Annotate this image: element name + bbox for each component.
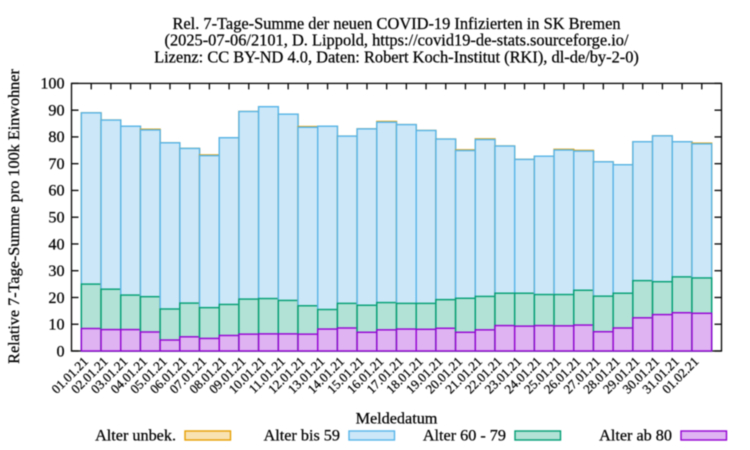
bar-segment-alter-ab-80: [336, 327, 358, 352]
bar-segment-alter-ab-80: [632, 317, 654, 352]
legend-item: Alter unbek.: [95, 426, 232, 445]
y-tick-label: 60: [48, 182, 64, 200]
bar-segment-alter-ab-80: [120, 328, 142, 352]
y-tick-label: 50: [48, 209, 64, 227]
bar-segment-alter-ab-80: [671, 312, 693, 352]
bar-segment-alter-ab-80: [454, 331, 476, 352]
legend-item: Alter bis 59: [263, 426, 396, 445]
bar-segment-alter-ab-80: [651, 313, 673, 352]
bar-segment-alter-ab-80: [159, 339, 181, 352]
bar-segment-alter-ab-80: [80, 327, 102, 352]
y-tick-label: 90: [48, 101, 64, 119]
y-tick-label: 40: [48, 235, 64, 253]
legend-swatch: [184, 430, 232, 441]
legend-swatch: [348, 430, 396, 441]
y-axis-label: Relative 7-Tage-Summe pro 100k Einwohner: [5, 69, 23, 364]
y-tick-label: 100: [40, 75, 64, 93]
bar-segment-alter-ab-80: [474, 329, 496, 352]
bar-segment-alter-ab-80: [395, 328, 417, 352]
chart-title-line-3: Lizenz: CC BY-ND 4.0, Daten: Robert Koch…: [154, 47, 639, 66]
y-tick-label: 0: [57, 342, 65, 360]
x-axis-label: Meldedatum: [356, 410, 438, 428]
bar-segment-alter-ab-80: [533, 324, 555, 352]
bar-segment-alter-ab-80: [553, 325, 575, 352]
bar-segment-alter-ab-80: [592, 331, 614, 352]
legend-label: Alter ab 80: [599, 426, 672, 444]
bar-segment-alter-ab-80: [139, 331, 161, 352]
legend-item: Alter 60 - 79: [423, 426, 562, 445]
legend-label: Alter bis 59: [264, 426, 340, 444]
chart-title-line-2: (2025-07-06/2101, D. Lippold, https://co…: [164, 31, 628, 50]
legend-swatch: [680, 430, 728, 441]
legend-label: Alter unbek.: [95, 426, 176, 444]
bar-segment-alter-ab-80: [376, 329, 398, 352]
y-tick-label: 80: [48, 128, 64, 146]
bar-segment-alter-ab-80: [100, 328, 122, 352]
bar-segment-alter-ab-80: [179, 336, 201, 352]
bar-segment-alter-ab-80: [238, 333, 260, 352]
bar-segment-alter-ab-80: [612, 327, 634, 352]
chart-title-line-1: Rel. 7-Tage-Summe der neuen COVID-19 Inf…: [172, 14, 620, 33]
legend-swatch: [514, 430, 562, 441]
bar-segment-alter-ab-80: [494, 324, 516, 352]
bar-segment-alter-ab-80: [317, 328, 339, 352]
bar-segment-alter-ab-80: [297, 333, 319, 352]
plot-area: 010203040506070809010001.01.2102.01.2103…: [40, 75, 723, 397]
bar-segment-alter-ab-80: [218, 334, 240, 352]
y-tick-label: 20: [48, 289, 64, 307]
bar-segment-alter-ab-80: [435, 327, 457, 352]
y-tick-label: 30: [48, 262, 64, 280]
legend-item: Alter ab 80: [599, 426, 728, 445]
y-tick-label: 10: [48, 316, 64, 334]
bar-segment-alter-ab-80: [198, 337, 220, 352]
bar-segment-alter-ab-80: [257, 333, 280, 352]
legend-label: Alter 60 - 79: [423, 426, 506, 444]
y-tick-label: 70: [48, 155, 64, 173]
bar-segment-alter-ab-80: [573, 324, 595, 352]
bar-segment-alter-ab-80: [356, 331, 378, 352]
legend: Alter unbek. Alter bis 59 Alter 60 - 79 Alt…: [95, 426, 728, 445]
bar-segment-alter-ab-80: [277, 333, 299, 352]
bar-segment-alter-ab-80: [691, 312, 713, 352]
bar-segment-alter-ab-80: [513, 325, 536, 352]
bar-segment-alter-ab-80: [415, 328, 437, 352]
